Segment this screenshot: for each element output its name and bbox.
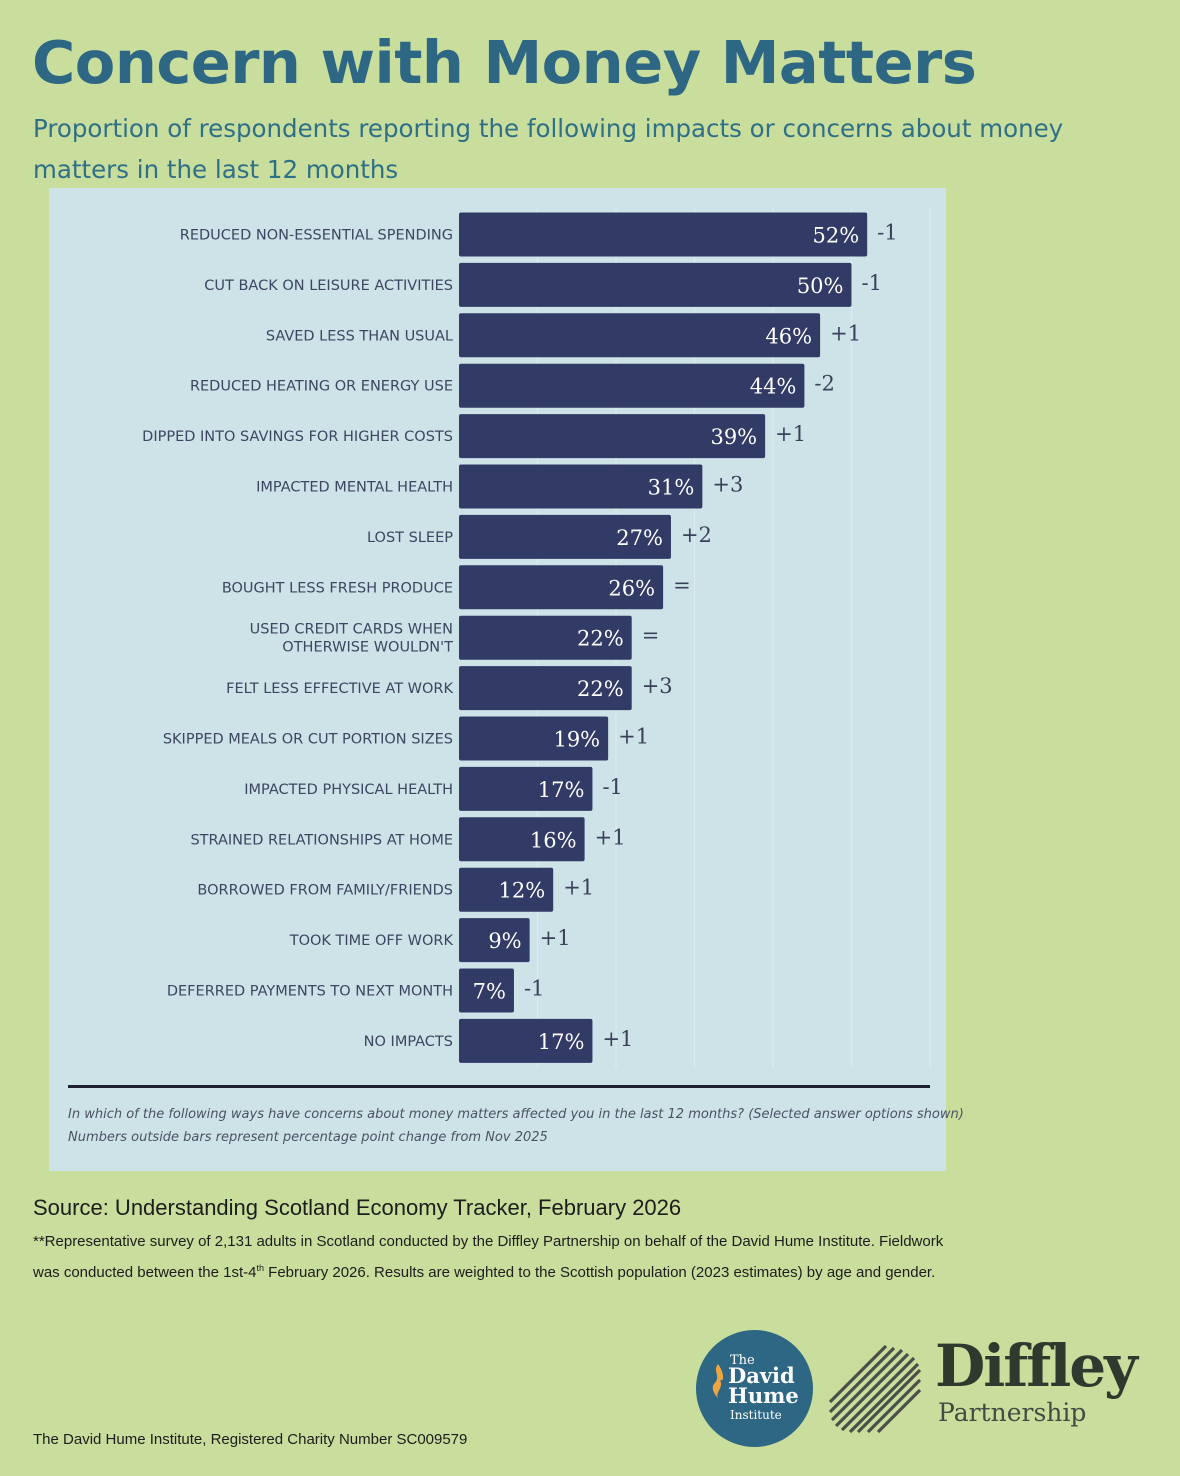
bar — [459, 867, 554, 912]
category-label: IMPACTED PHYSICAL HEALTH — [244, 782, 453, 798]
value-label: 26% — [608, 576, 655, 600]
dhi-logo-line2: David Hume — [728, 1363, 799, 1408]
dhi-logo-line1: The — [730, 1353, 755, 1368]
diffley-logo-name: Diffley — [935, 1332, 1138, 1400]
value-label: 44% — [750, 375, 797, 399]
bar — [459, 313, 821, 358]
category-label: STRAINED RELATIONSHIPS AT HOME — [190, 832, 453, 848]
change-label: +1 — [830, 321, 861, 345]
value-label: 22% — [577, 627, 624, 651]
change-label: -1 — [862, 271, 882, 295]
change-label: -1 — [524, 977, 544, 1001]
change-label: -2 — [814, 372, 834, 396]
value-label: 7% — [473, 980, 506, 1004]
dhi-logo-line4: Institute — [730, 1408, 782, 1422]
bar — [459, 716, 609, 761]
change-label: +3 — [712, 473, 743, 497]
bar — [459, 565, 664, 610]
chart-baseline-rule — [68, 1085, 930, 1088]
category-label: CUT BACK ON LEISURE ACTIVITIES — [204, 278, 453, 294]
source-text: Source: Understanding Scotland Economy T… — [33, 1195, 682, 1220]
change-label: +1 — [595, 825, 626, 849]
category-label: BORROWED FROM FAMILY/FRIENDS — [197, 883, 453, 899]
footnote: **Representative survey of 2,131 adults … — [33, 1229, 973, 1286]
value-label: 19% — [553, 728, 600, 752]
category-label: USED CREDIT CARDS WHEN OTHERWISE WOULDN'T — [250, 622, 454, 656]
diffley-stripes-icon — [828, 1344, 922, 1434]
footnote-superscript: th — [256, 1263, 264, 1273]
flame-icon — [712, 1364, 724, 1398]
change-label: -1 — [602, 775, 622, 799]
bar — [459, 666, 632, 711]
value-label: 46% — [765, 324, 812, 348]
page-title: Concern with Money Matters — [32, 28, 977, 97]
chart-panel: REDUCED NON-ESSENTIAL SPENDING 52% -1 CUT B… — [49, 188, 964, 1171]
page-subtitle: Proportion of respondents reporting the … — [33, 114, 1064, 184]
footnote-text: **Representative survey of 2,131 adults … — [33, 1233, 944, 1281]
change-label: +1 — [563, 876, 594, 900]
bar — [459, 514, 671, 559]
value-label: 39% — [710, 425, 757, 449]
bar — [459, 766, 593, 811]
change-label: = — [642, 624, 660, 648]
category-label: TOOK TIME OFF WORK — [289, 933, 454, 949]
chart-change-note: Numbers outside bars represent percentag… — [68, 1130, 548, 1145]
change-label: +1 — [602, 1027, 633, 1051]
category-label: REDUCED NON-ESSENTIAL SPENDING — [180, 228, 453, 244]
bar — [459, 968, 514, 1013]
bar — [459, 1018, 593, 1063]
bar — [459, 918, 530, 963]
category-label: BOUGHT LESS FRESH PRODUCE — [222, 580, 453, 596]
value-label: 22% — [577, 677, 624, 701]
category-label: LOST SLEEP — [367, 530, 453, 546]
change-label: -1 — [877, 221, 897, 245]
change-label: = — [673, 573, 691, 597]
category-label: FELT LESS EFFECTIVE AT WORK — [226, 681, 453, 697]
category-label: SKIPPED MEALS OR CUT PORTION SIZES — [163, 732, 453, 748]
charity-text: The David Hume Institute, Registered Cha… — [33, 1431, 468, 1448]
value-label: 16% — [530, 828, 577, 852]
bar — [459, 262, 852, 307]
change-label: +3 — [642, 674, 673, 698]
diffley-logo-sub: Partnership — [938, 1398, 1087, 1427]
value-label: 52% — [813, 224, 860, 248]
change-label: +1 — [775, 422, 806, 446]
bar — [459, 817, 585, 862]
chart-question-note: In which of the following ways have conc… — [68, 1107, 964, 1122]
category-label: IMPACTED MENTAL HEALTH — [256, 480, 453, 496]
category-label: DEFERRED PAYMENTS TO NEXT MONTH — [167, 984, 453, 1000]
value-label: 12% — [499, 879, 546, 903]
category-label: NO IMPACTS — [364, 1034, 453, 1050]
category-label: SAVED LESS THAN USUAL — [266, 328, 453, 344]
footnote-text-end: February 2026. Results are weighted to t… — [264, 1264, 936, 1281]
category-label: REDUCED HEATING OR ENERGY USE — [190, 379, 453, 395]
value-label: 31% — [648, 476, 695, 500]
change-label: +1 — [540, 926, 571, 950]
value-label: 17% — [538, 778, 585, 802]
bar — [459, 414, 766, 459]
david-hume-institute-logo: The David Hume Institute — [696, 1330, 813, 1447]
category-label: DIPPED INTO SAVINGS FOR HIGHER COSTS — [142, 429, 453, 445]
value-label: 27% — [616, 526, 663, 550]
value-label: 50% — [797, 274, 844, 298]
bar — [459, 363, 805, 408]
bar — [459, 615, 632, 660]
change-label: +1 — [618, 725, 649, 749]
change-label: +2 — [681, 523, 712, 547]
bar — [459, 464, 703, 509]
value-label: 9% — [488, 929, 521, 953]
value-label: 17% — [538, 1030, 585, 1054]
bar — [459, 212, 868, 257]
